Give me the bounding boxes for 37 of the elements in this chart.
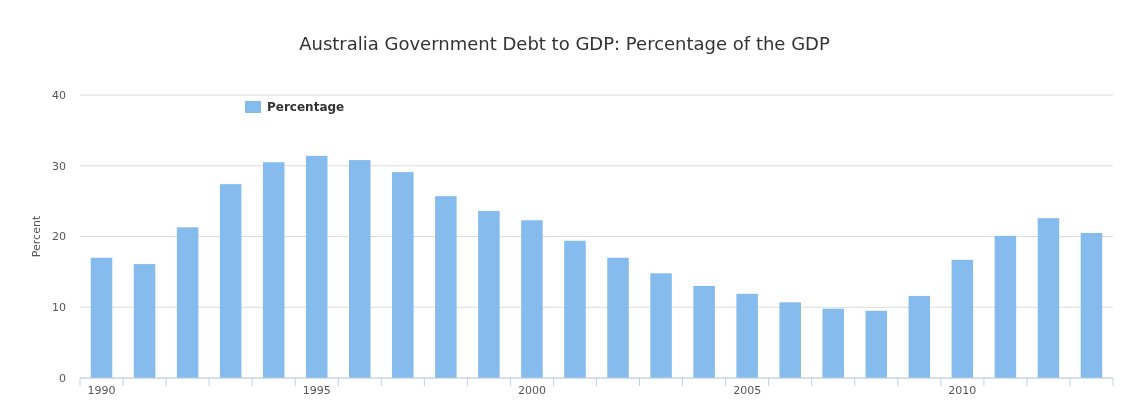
bar <box>1037 218 1060 378</box>
bar <box>994 235 1017 378</box>
bar <box>478 211 500 378</box>
x-tick-label: 2000 <box>517 384 546 397</box>
y-axis-title: Percent <box>30 215 43 258</box>
bar <box>736 293 758 378</box>
bar <box>908 295 931 378</box>
x-tick-label: 2010 <box>948 384 977 397</box>
bar <box>607 257 629 378</box>
bar <box>693 286 715 378</box>
x-tick-label: 1990 <box>87 384 116 397</box>
chart-title: Australia Government Debt to GDP: Percentage of the GDP <box>299 33 830 54</box>
bar <box>1080 232 1103 378</box>
x-tick-label: 2005 <box>733 384 762 397</box>
bar <box>262 162 285 378</box>
bar <box>392 172 414 378</box>
y-tick-label: 40 <box>52 88 66 102</box>
y-tick-label: 20 <box>52 230 66 244</box>
bar <box>521 220 543 378</box>
bar <box>650 273 672 378</box>
bar <box>90 257 113 378</box>
x-tick-label: 1995 <box>302 384 331 397</box>
bar <box>219 184 242 378</box>
legend-label: Percentage <box>267 100 345 114</box>
bar <box>779 302 801 378</box>
y-tick-label: 0 <box>59 371 66 385</box>
bar <box>133 264 156 378</box>
bar <box>435 196 457 378</box>
y-tick-label: 30 <box>52 159 66 173</box>
y-tick-label: 10 <box>52 301 66 315</box>
bar <box>305 155 328 378</box>
bar <box>176 227 199 378</box>
bar <box>564 240 586 378</box>
bar <box>349 160 371 378</box>
bar <box>951 259 974 378</box>
bar <box>822 308 844 378</box>
bar <box>865 310 888 378</box>
